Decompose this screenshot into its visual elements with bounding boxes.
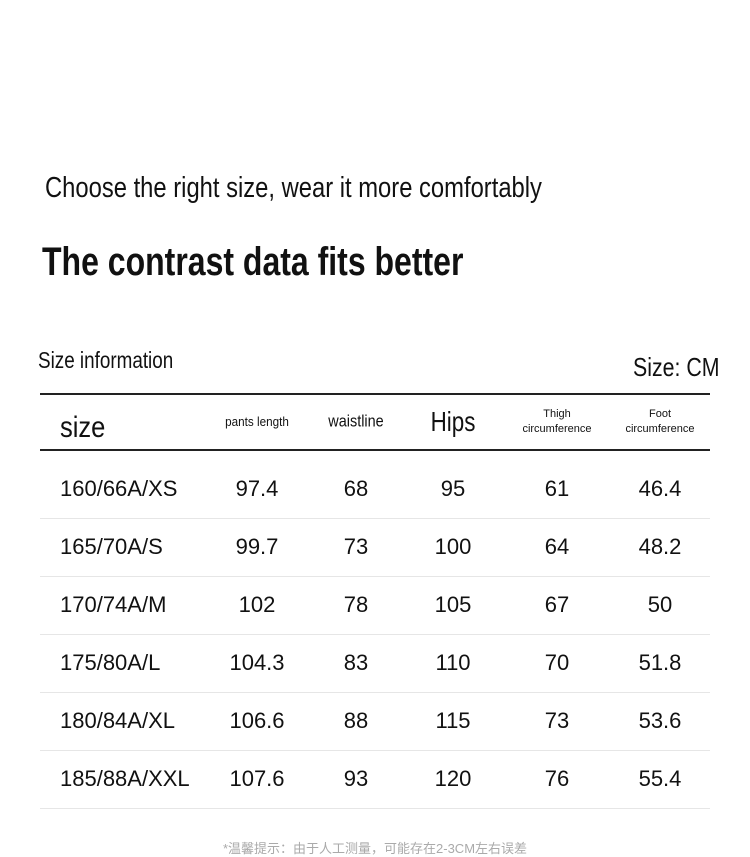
header-rule (40, 449, 710, 451)
caption: Size information (38, 347, 203, 374)
table-cell: 70 (544, 650, 570, 675)
table-cell: 51.8 (638, 650, 682, 675)
row-separator (40, 518, 710, 519)
table-cell: 50 (647, 592, 673, 617)
table-cell: 55.4 (638, 766, 682, 791)
table-cell: 185/88A/XXL (60, 766, 190, 791)
table-cell: 97.4 (235, 476, 279, 501)
table-cell: 104.3 (229, 650, 285, 675)
table-cell: 88 (343, 708, 369, 733)
row-separator (40, 634, 710, 635)
title-text: Choose the right size, wear it more comf… (45, 172, 542, 204)
table-cell: 64 (544, 534, 570, 559)
table-cell: 99.7 (235, 534, 279, 559)
title: Choose the right size, wear it more comf… (45, 172, 651, 205)
subtitle-text: The contrast data fits better (42, 240, 464, 284)
table-cell: 61 (544, 476, 570, 501)
table-cell: 48.2 (638, 534, 682, 559)
table-cell: 110 (435, 650, 471, 675)
table-cell: 95 (440, 476, 466, 501)
row-separator (40, 692, 710, 693)
table-cell: 102 (238, 592, 276, 617)
table-cell: 180/84A/XL (60, 708, 175, 733)
table-cell: 100 (434, 534, 472, 559)
table-cell: 46.4 (638, 476, 682, 501)
table-cell: 175/80A/L (60, 650, 161, 675)
table-cell: 76 (544, 766, 570, 791)
row-separator (40, 808, 710, 809)
subtitle: The contrast data fits better (42, 240, 569, 285)
table-cell: 170/74A/M (60, 592, 167, 617)
footnote: *温馨提示：由于人工测量，可能存在2-3CM左右误差 (222, 841, 528, 856)
column-header: size (60, 410, 106, 444)
table-cell: 93 (343, 766, 369, 791)
row-separator (40, 576, 710, 577)
table-cell: 53.6 (638, 708, 682, 733)
row-separator (40, 750, 710, 751)
table-cell: 120 (434, 766, 472, 791)
table-cell: 73 (544, 708, 570, 733)
unit-text: Size: CM (633, 352, 720, 382)
table-cell: 165/70A/S (60, 534, 163, 559)
column-header: Foot circumference (625, 408, 695, 435)
unit: Size: CM (633, 352, 738, 383)
caption-text: Size information (38, 347, 174, 373)
column-header: Thigh circumference (522, 408, 592, 435)
table-cell: 73 (343, 534, 369, 559)
table-cell: 83 (343, 650, 369, 675)
table-cell: 107.6 (229, 766, 285, 791)
table-cell: 106.6 (229, 708, 285, 733)
table-cell: 67 (544, 592, 570, 617)
column-header: Hips (430, 406, 476, 438)
column-header: pants length (225, 414, 289, 430)
table-cell: 105 (434, 592, 472, 617)
table-cell: 160/66A/XS (60, 476, 178, 501)
table-top-rule (40, 393, 710, 395)
column-header: waistline (328, 411, 384, 431)
table-cell: 68 (343, 476, 369, 501)
table-cell: 115 (435, 708, 471, 733)
table-cell: 78 (343, 592, 369, 617)
